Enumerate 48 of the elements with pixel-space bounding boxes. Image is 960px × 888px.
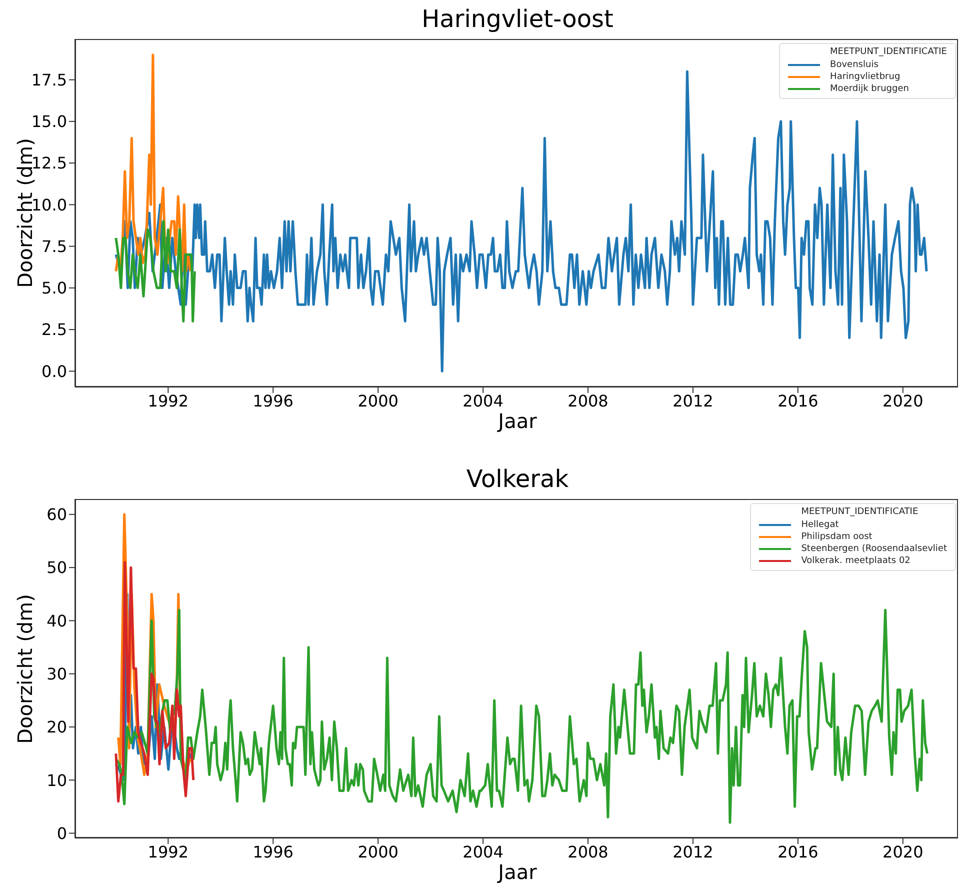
chart-title: Haringvliet-oost xyxy=(420,5,614,33)
y-tick-label: 10 xyxy=(46,770,67,790)
y-tick-label: 40 xyxy=(46,611,67,630)
legend-label: Steenbergen (Roosendaalsevliet xyxy=(801,544,947,554)
y-axis-title: Doorzicht (dm) xyxy=(13,594,37,744)
x-tick-label: 2012 xyxy=(672,391,714,410)
x-tick-label: 2008 xyxy=(568,391,608,410)
line-series xyxy=(114,220,196,322)
x-tick-label: 2004 xyxy=(462,842,504,862)
x-tick-label: 2000 xyxy=(358,842,398,862)
x-axis-title: Jaar xyxy=(496,409,538,433)
legend-label: Hellegat xyxy=(801,520,839,530)
y-tick-label: 60 xyxy=(46,505,67,524)
x-tick-label: 1992 xyxy=(148,391,189,410)
x-tick-label: 2020 xyxy=(882,391,924,410)
legend-label: Haringvlietbrug xyxy=(830,72,900,82)
y-tick-label: 7.5 xyxy=(42,236,67,256)
legend-label: Philipsdam oost xyxy=(801,532,872,542)
legend-title: MEETPUNT_IDENTIFICATIE xyxy=(830,47,947,57)
x-tick-label: 2020 xyxy=(882,842,924,862)
x-tick-label: 2004 xyxy=(462,391,504,410)
y-tick-label: 2.5 xyxy=(42,320,67,340)
y-tick-label: 0 xyxy=(56,824,67,843)
x-tick-label: 2000 xyxy=(358,391,398,410)
line-series xyxy=(114,70,928,372)
y-tick-label: 12.5 xyxy=(31,154,67,173)
x-tick-label: 1996 xyxy=(252,391,294,410)
legend-label: Bovensluis xyxy=(830,60,878,70)
x-tick-label: 2016 xyxy=(778,391,818,410)
y-tick-label: 50 xyxy=(46,558,67,578)
y-tick-label: 15.0 xyxy=(31,112,67,132)
legend-label: Moerdijk bruggen xyxy=(830,84,909,94)
x-tick-label: 2012 xyxy=(672,842,714,862)
x-tick-label: 1996 xyxy=(252,842,294,862)
y-tick-label: 0.0 xyxy=(42,362,67,381)
line-series xyxy=(114,560,195,803)
line-series xyxy=(114,608,929,824)
x-tick-label: 1992 xyxy=(148,842,189,862)
legend-title: MEETPUNT_IDENTIFICATIE xyxy=(801,507,920,517)
y-tick-label: 20 xyxy=(46,718,67,737)
y-tick-label: 17.5 xyxy=(31,70,67,90)
legend-label: Volkerak. meetplaats 02 xyxy=(801,556,910,566)
x-tick-label: 2008 xyxy=(568,842,608,862)
x-tick-label: 2016 xyxy=(778,842,818,862)
y-tick-label: 5.0 xyxy=(42,278,67,298)
x-axis-title: Jaar xyxy=(496,860,538,884)
y-tick-label: 30 xyxy=(46,664,67,684)
chart-title: Volkerak xyxy=(465,465,570,493)
